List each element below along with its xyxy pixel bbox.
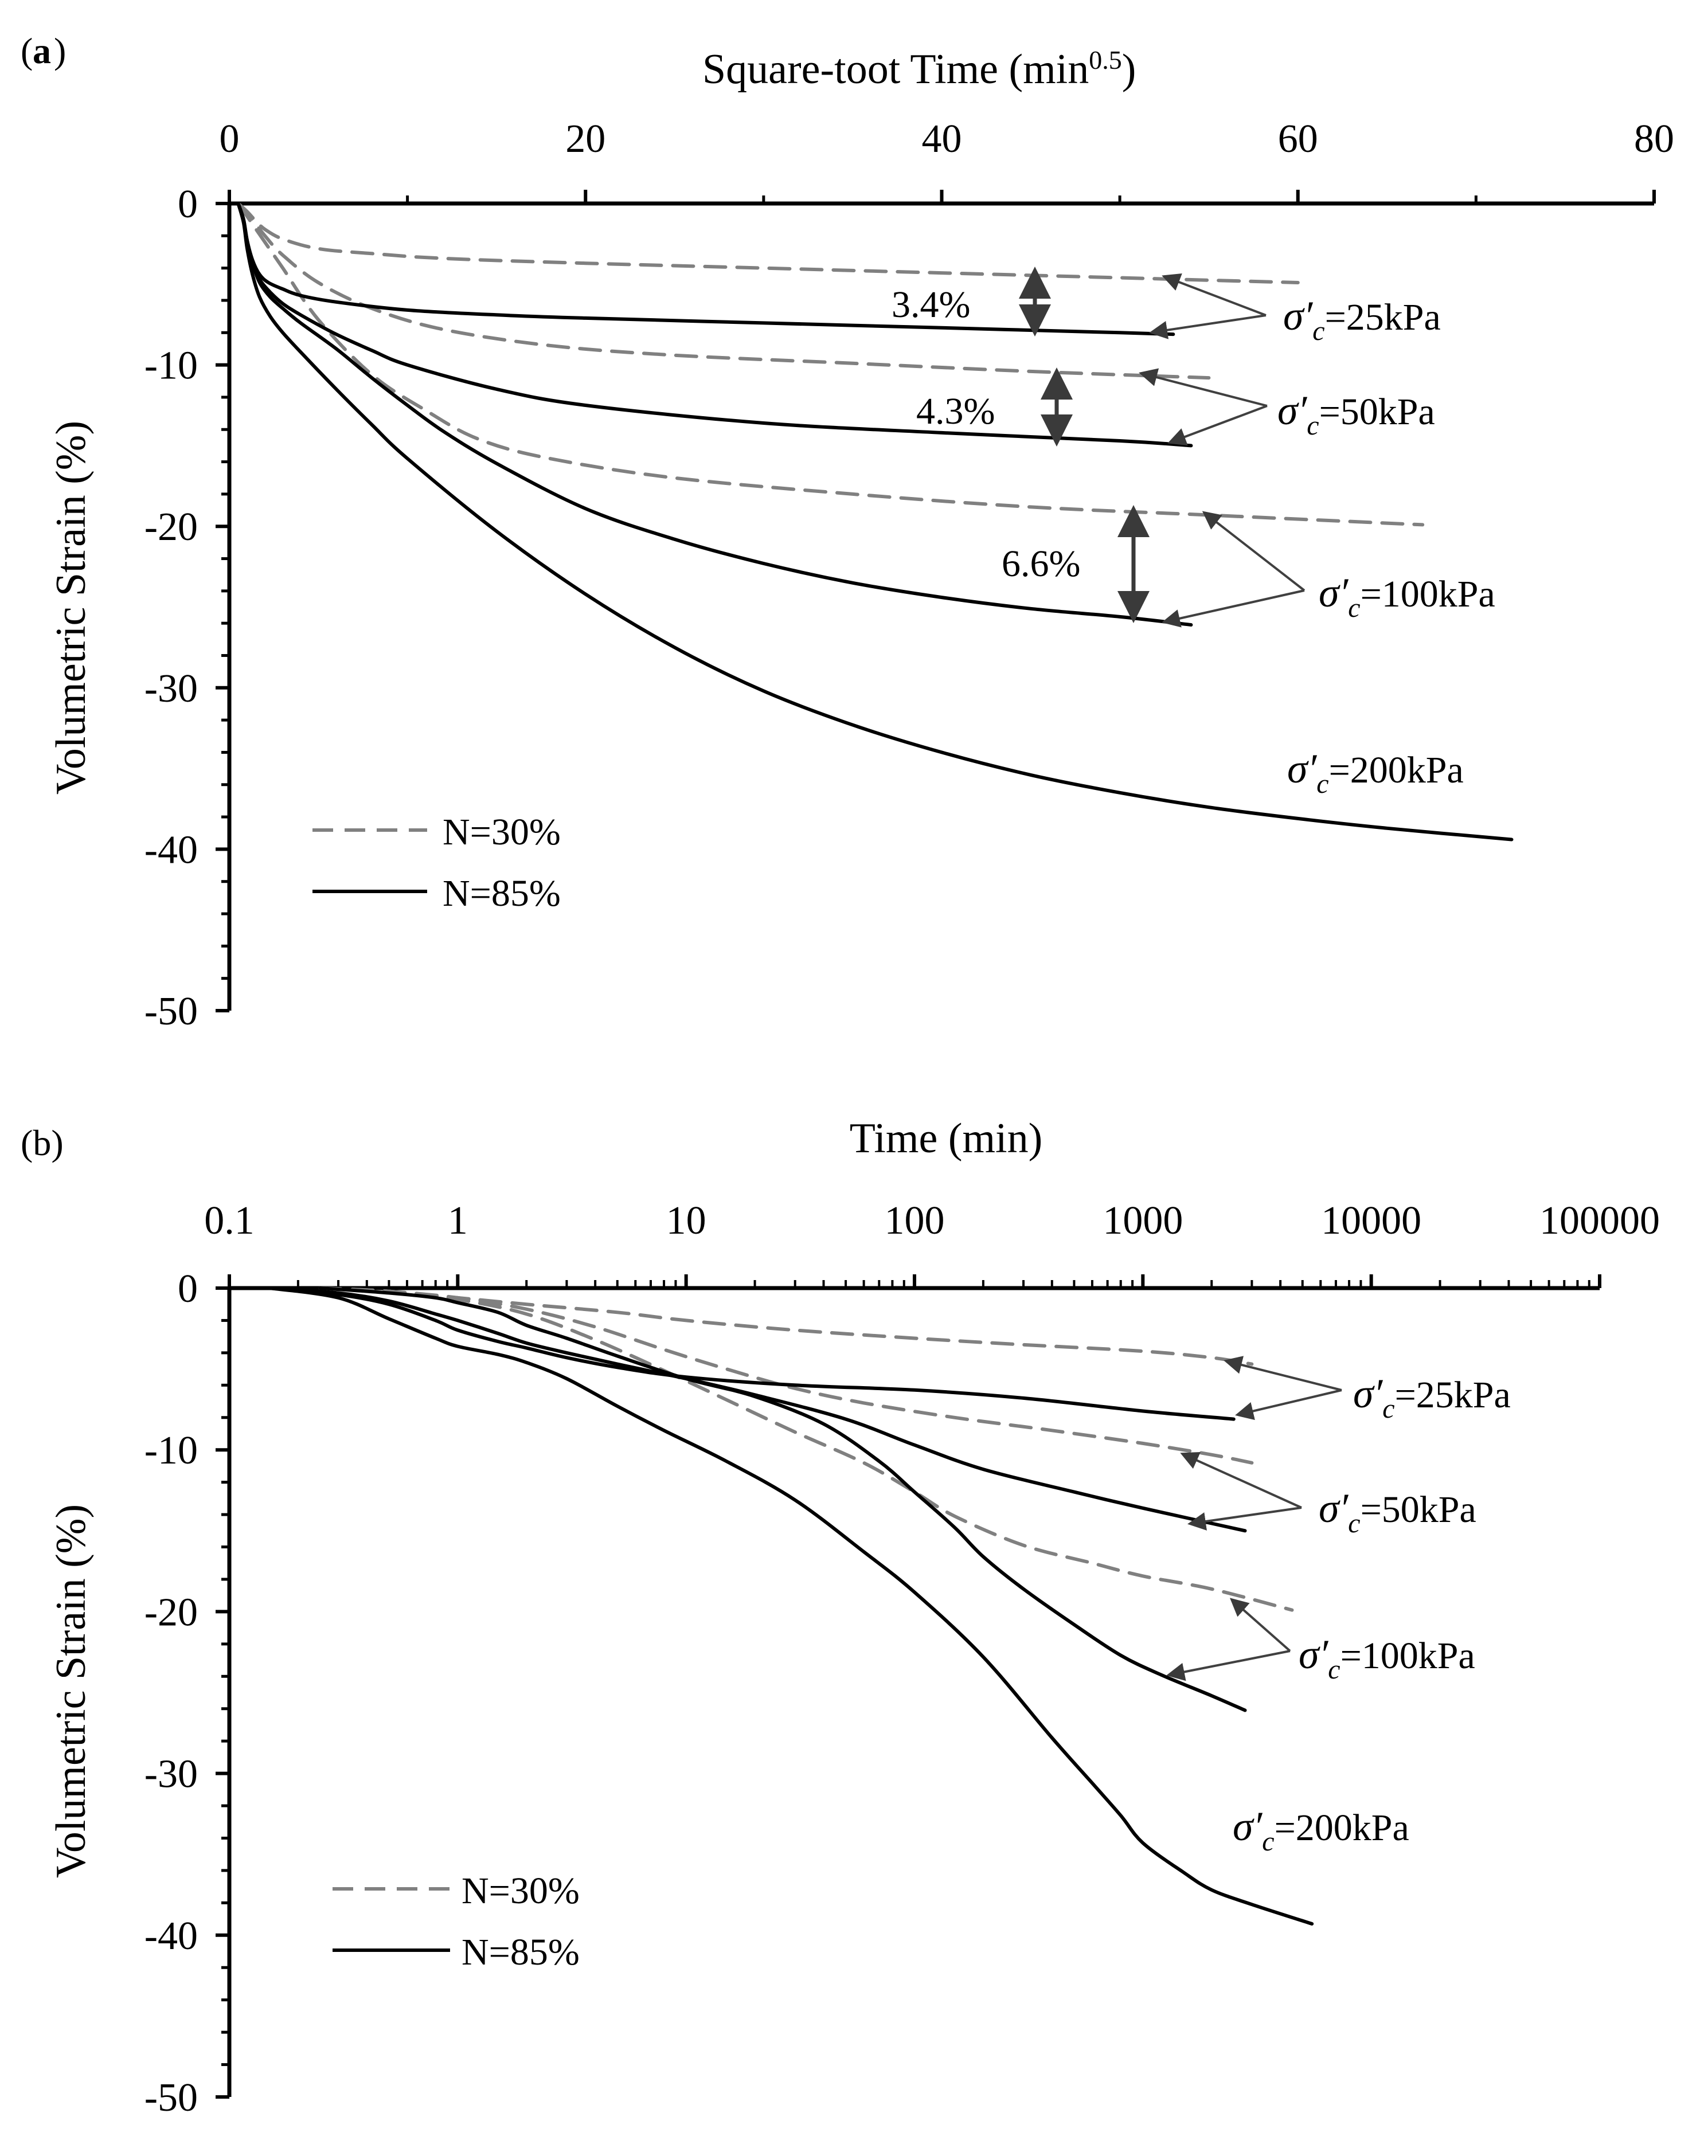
legend-b-n30-label: N=30%: [462, 1870, 580, 1912]
diff-label-100kpa: 6.6%: [1002, 543, 1080, 585]
pa-series-line-2: [236, 202, 1425, 527]
pa-x-tick-label: 60: [1278, 117, 1318, 161]
pb-series-line-5: [318, 1286, 1247, 1712]
pointer-b-100-n30: [1230, 1598, 1291, 1652]
pa-series-line-4: [236, 202, 1193, 448]
panel-a-label-100kpa: σ′c=100kPa: [1319, 570, 1495, 623]
pa-y-tick-label: -20: [144, 505, 198, 549]
pointer-a-25-n85: [1149, 314, 1267, 339]
legend-a-n30-label: N=30%: [443, 811, 561, 853]
panel-b-axes: 0.1 1 10 100 1000 10000 100000 0 -10 -20 -30 -40 -50: [144, 1199, 1660, 2120]
pb-y-tick-label: -50: [144, 2076, 198, 2120]
panel-a-label: a: [33, 30, 51, 71]
pa-y-tick-label: -10: [144, 344, 198, 388]
pb-series-line-4: [268, 1286, 1247, 1533]
panel-a-difference-annotations: 3.4% 4.3% 6.6%: [892, 267, 1150, 623]
panel-a-label-50kpa: σ′c=50kPa: [1277, 388, 1435, 441]
pointer-b-100-n85: [1166, 1650, 1291, 1681]
legend-a-n85-label: N=85%: [443, 872, 561, 914]
pa-y-tick-label: -40: [144, 828, 198, 872]
panel-b-legend: N=30% N=85%: [333, 1870, 580, 1973]
panel-a-legend: N=30% N=85%: [312, 811, 561, 914]
panel-a-label-200kpa: σ′c=200kPa: [1287, 746, 1464, 799]
pa-x-tick-label: 40: [922, 117, 962, 161]
panel-a-x-axis-title: Square-toot Time (min0.5): [702, 45, 1136, 93]
pointer-a-25-n30: [1162, 273, 1267, 316]
panel-a-pointer-arrows: [1139, 273, 1306, 628]
pa-series-line-1: [236, 202, 1211, 380]
pa-y-tick-label: -50: [144, 989, 198, 1034]
panel-b-label-25kpa: σ′c=25kPa: [1353, 1371, 1511, 1424]
pb-series-line-6: [268, 1286, 1314, 1926]
panel-a: ( a ) Square-toot Time (min0.5) Volumetr…: [21, 30, 1674, 1034]
pa-series-line-0: [236, 202, 1300, 284]
pb-x-tick-label: 100: [885, 1199, 945, 1243]
pb-y-tick-label: -30: [144, 1752, 198, 1797]
panel-b-pointer-arrows: [1166, 1356, 1342, 1681]
panel-b-label-200kpa: σ′c=200kPa: [1233, 1803, 1409, 1857]
pb-y-tick-label: -40: [144, 1914, 198, 1958]
pb-x-tick-label: 10000: [1321, 1199, 1421, 1243]
pa-series-line-5: [236, 202, 1193, 627]
pa-x-tick-label: 80: [1634, 117, 1674, 161]
pb-series-line-3: [268, 1286, 1236, 1421]
panel-a-y-axis-title: Volumetric Strain (%): [48, 421, 95, 795]
pa-y-tick-label: -30: [144, 667, 198, 711]
pa-y-tick-label: 0: [178, 182, 198, 226]
pb-y-tick-label: -20: [144, 1590, 198, 1634]
pa-x-tick-label: 0: [220, 117, 240, 161]
panel-b-label-50kpa: σ′c=50kPa: [1319, 1485, 1476, 1539]
legend-b-n85-label: N=85%: [462, 1931, 580, 1973]
panel-a-axes: 0 20 40 60 80 0 -10 -20 -30 -40 -50: [144, 117, 1674, 1034]
pb-y-tick-label: 0: [178, 1267, 198, 1311]
panel-b-x-axis-title: Time (min): [850, 1115, 1042, 1162]
panel-b: (b) Time (min) Volumetric Strain (%) 0.1…: [21, 1115, 1660, 2120]
panel-b-y-axis-title: Volumetric Strain (%): [48, 1504, 95, 1878]
pointer-b-50-n85: [1187, 1507, 1302, 1531]
pa-series-line-6: [236, 202, 1514, 842]
pointer-a-50-n30: [1139, 368, 1268, 407]
diff-label-25kpa: 3.4%: [892, 284, 970, 326]
pointer-b-25-n30: [1224, 1356, 1342, 1391]
panel-b-label-100kpa: σ′c=100kPa: [1299, 1631, 1475, 1685]
pb-x-tick-label: 0.1: [204, 1199, 255, 1243]
panel-a-series: [236, 202, 1514, 842]
pb-series-line-1: [318, 1286, 1254, 1465]
pb-x-tick-label: 1000: [1103, 1199, 1183, 1243]
pointer-a-50-n85: [1167, 405, 1268, 446]
panel-a-paren-close: ): [54, 30, 66, 71]
pa-x-tick-label: 20: [565, 117, 605, 161]
pb-y-tick-label: -10: [144, 1429, 198, 1473]
pointer-b-50-n30: [1180, 1451, 1302, 1509]
panel-b-label: (b): [21, 1122, 64, 1163]
pb-x-tick-label: 100000: [1539, 1199, 1660, 1243]
pointer-a-100-n85: [1162, 589, 1305, 628]
panel-b-series: [268, 1286, 1314, 1926]
pb-x-tick-label: 1: [448, 1199, 468, 1243]
pointer-b-25-n85: [1235, 1389, 1342, 1421]
panel-a-paren-open: (: [21, 30, 33, 71]
panel-a-label-25kpa: σ′c=25kPa: [1283, 293, 1441, 346]
pb-series-line-2: [318, 1286, 1294, 1612]
pointer-a-100-n30: [1202, 511, 1306, 592]
pb-x-tick-label: 10: [666, 1199, 706, 1243]
diff-label-50kpa: 4.3%: [916, 390, 995, 432]
